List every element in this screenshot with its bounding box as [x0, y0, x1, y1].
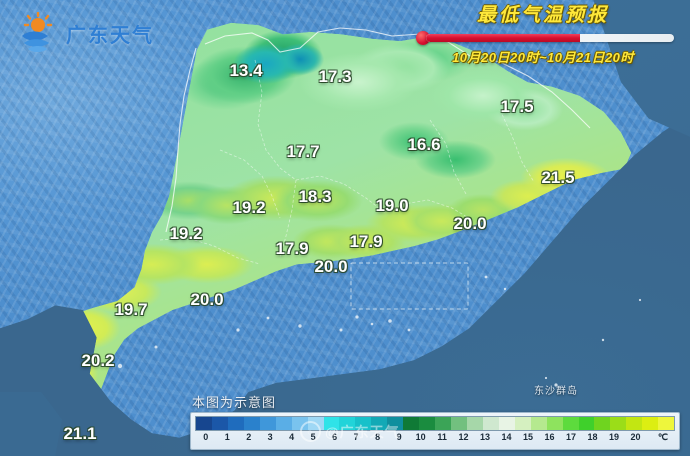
temperature-label: 20.0 — [453, 214, 487, 233]
temperature-label: 17.9 — [349, 232, 383, 251]
legend-tick: 8 — [375, 432, 381, 442]
temperature-label: 13.4 — [229, 61, 263, 80]
logo: 广东天气 — [16, 12, 154, 54]
temperature-label: 17.5 — [500, 97, 534, 116]
legend-swatch — [259, 417, 276, 430]
temperature-label: 20.2 — [81, 351, 115, 370]
legend-swatch — [562, 417, 579, 430]
legend-tick: 16 — [544, 432, 555, 442]
temperature-label: 19.2 — [232, 198, 266, 217]
temperature-label: 17.7 — [286, 142, 320, 161]
legend-swatch — [451, 417, 467, 430]
legend-tick: 13 — [480, 432, 491, 442]
legend-swatch — [307, 417, 324, 430]
legend-color-bar — [195, 416, 675, 431]
thermometer-tube — [426, 33, 674, 42]
legend-tick: 0 — [203, 432, 209, 442]
legend-swatch — [211, 417, 228, 430]
page-title: 最低气温预报 — [476, 5, 609, 26]
legend-tick: 2 — [246, 432, 252, 442]
legend-tick: 3 — [267, 432, 273, 442]
legend-swatch — [275, 417, 292, 430]
legend-swatch — [514, 417, 531, 430]
legend-swatch — [594, 417, 611, 430]
legend-tick: 18 — [587, 432, 598, 442]
temperature-label: 17.9 — [275, 239, 309, 258]
wave-icon — [22, 31, 49, 52]
island-label-dongsha: 东沙群岛 — [534, 386, 578, 397]
legend-swatch — [403, 417, 420, 430]
legend-swatch — [291, 417, 308, 430]
temperature-label: 19.7 — [114, 300, 148, 319]
temperature-label: 17.3 — [318, 67, 352, 86]
temperature-label: 21.5 — [541, 168, 575, 187]
thermometer-icon — [408, 30, 678, 46]
logo-text: 广东天气 — [66, 24, 154, 47]
temperature-label: 21.1 — [63, 424, 97, 443]
legend-tick: 9 — [396, 432, 402, 442]
map-disclaimer: 本图为示意图 — [192, 395, 277, 410]
legend-swatch — [323, 417, 340, 430]
legend-swatch — [387, 417, 404, 430]
legend-swatch — [546, 417, 563, 430]
legend-tick: 12 — [458, 432, 469, 442]
legend-tick: 10 — [415, 432, 426, 442]
legend-tick: 20 — [630, 432, 641, 442]
temperature-label: 20.0 — [190, 290, 224, 309]
legend-swatch — [658, 417, 675, 430]
legend-swatch — [435, 417, 451, 430]
legend-tick-labels: ℃ 0 1 2 3 4 5 6 7 8 9 10 11 12 13 14 15 16 17 18 19 20 — [195, 431, 675, 447]
legend-tick: 1 — [224, 432, 230, 442]
legend-tick: 17 — [565, 432, 577, 442]
sun-icon — [22, 12, 53, 52]
forecast-period: 10月20日20时~10月21日20时 — [452, 49, 634, 65]
temperature-label: 20.0 — [314, 257, 348, 276]
legend-swatch — [419, 417, 436, 430]
legend-tick: 19 — [608, 432, 619, 442]
legend-swatch — [578, 417, 595, 430]
legend-swatch — [626, 417, 643, 430]
legend-tick: 5 — [310, 432, 316, 442]
temperature-label: 19.0 — [375, 196, 409, 215]
color-legend: ℃ 0 1 2 3 4 5 6 7 8 9 10 11 12 13 14 15 16 17 18 19 20 — [190, 412, 680, 450]
temperature-label: 19.2 — [169, 224, 203, 243]
temperature-label: 18.3 — [298, 187, 332, 206]
legend-swatch — [371, 417, 388, 430]
legend-swatch — [466, 417, 483, 430]
legend-swatch — [610, 417, 627, 430]
thermometer-fill — [426, 33, 580, 42]
temperature-label: 16.6 — [407, 135, 441, 154]
legend-swatch — [498, 417, 515, 430]
legend-swatch — [642, 417, 659, 430]
legend-tick: 15 — [523, 432, 534, 442]
legend-tick: 7 — [353, 432, 359, 442]
legend-tick: 14 — [501, 432, 512, 442]
legend-swatch — [227, 417, 244, 430]
legend-tick: 11 — [437, 432, 447, 442]
legend-swatch — [243, 417, 260, 430]
legend-unit: ℃ — [657, 432, 668, 442]
legend-swatch — [355, 417, 372, 430]
title-block: 最低气温预报 10月20日20时~10月21日20时 — [408, 5, 678, 66]
legend-tick: 4 — [289, 432, 295, 442]
legend-swatch — [196, 417, 212, 430]
legend-tick: 6 — [332, 432, 338, 442]
legend-swatch — [530, 417, 547, 430]
legend-swatch — [482, 417, 499, 430]
legend-swatch — [339, 417, 356, 430]
